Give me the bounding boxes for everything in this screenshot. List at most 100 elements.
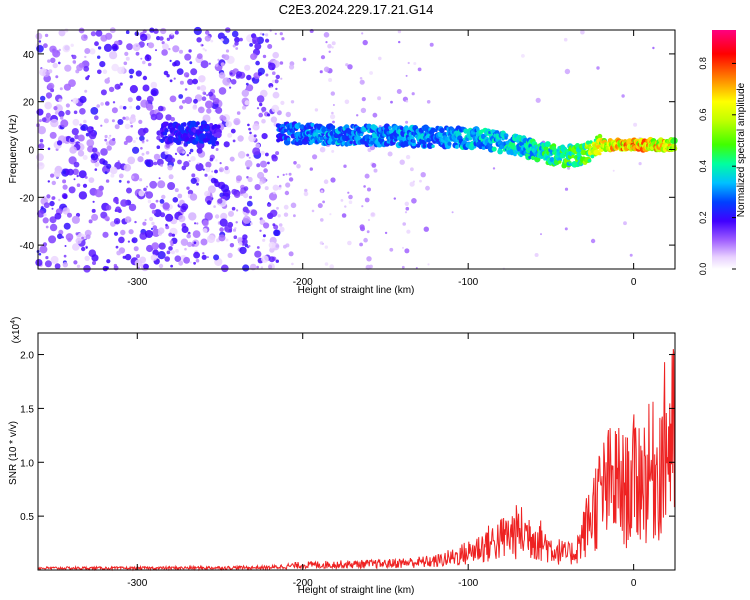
spectrogram-noise-cell	[427, 263, 430, 266]
spectrogram-noise-cell	[328, 78, 333, 82]
spectrogram-noise-cell	[407, 61, 410, 65]
spectrogram-noise-cell	[95, 30, 103, 37]
snr-series-line	[37, 349, 675, 572]
spectrogram-noise-cell	[196, 182, 199, 186]
spectrogram-noise-cell	[366, 256, 372, 262]
spectrogram-noise-cell	[328, 50, 331, 53]
spectrogram-noise-cell	[405, 206, 410, 211]
spectrogram-noise-cell	[267, 202, 270, 204]
spectrogram-noise-cell	[44, 101, 52, 110]
spectrogram-noise-cell	[212, 97, 220, 105]
spectrogram-noise-cell	[139, 135, 145, 142]
spectrogram-noise-cell	[259, 102, 263, 107]
spectrogram-noise-cell	[359, 77, 363, 80]
spectrogram-noise-cell	[564, 187, 569, 191]
spectrogram-noise-cell	[244, 214, 248, 218]
spectrogram-noise-cell	[47, 95, 51, 99]
spectrogram-noise-cell	[78, 62, 84, 68]
spectrogram-noise-cell	[191, 173, 196, 178]
spectrogram-noise-cell	[125, 135, 133, 143]
spectrogram-signal-cell	[468, 136, 473, 141]
spectrogram-noise-cell	[78, 170, 87, 179]
spectrogram-noise-cell	[272, 51, 280, 59]
spectrogram-noise-cell	[277, 214, 281, 218]
spectrogram-noise-cell	[215, 106, 223, 114]
spectrogram-noise-cell	[234, 41, 239, 46]
spectrogram-noise-cell	[540, 233, 542, 236]
spectrogram-noise-cell	[153, 209, 162, 218]
spectrogram-noise-cell	[265, 33, 269, 37]
spectrogram-noise-cell	[187, 231, 191, 235]
spectrogram-noise-cell	[262, 33, 265, 36]
spectrogram-noise-cell	[311, 209, 315, 213]
spectrogram-noise-cell	[204, 212, 213, 221]
spectrogram-x-tick-label: -100	[458, 277, 478, 288]
spectrogram-noise-cell	[208, 62, 211, 65]
spectrogram-noise-cell	[111, 119, 115, 123]
spectrogram-noise-cell	[341, 213, 347, 218]
spectrogram-noise-cell	[129, 75, 133, 79]
spectrogram-noise-cell	[163, 70, 169, 76]
spectrogram-noise-cell	[147, 199, 152, 204]
spectrogram-noise-cell	[131, 175, 135, 179]
spectrogram-noise-cell	[120, 229, 126, 236]
spectrogram-noise-cell	[82, 183, 88, 188]
spectrogram-noise-cell	[111, 63, 119, 72]
spectrogram-noise-cell	[155, 244, 159, 247]
spectrogram-noise-cell	[146, 139, 149, 142]
spectrogram-noise-cell	[413, 62, 417, 65]
spectrogram-noise-cell	[359, 79, 365, 85]
spectrogram-noise-cell	[276, 175, 280, 178]
spectrogram-noise-cell	[169, 95, 177, 103]
spectrogram-noise-cell	[596, 66, 600, 70]
spectrogram-noise-cell	[267, 161, 270, 165]
spectrogram-noise-cell	[409, 181, 415, 187]
spectrogram-noise-cell	[60, 119, 69, 128]
spectrogram-noise-cell	[54, 111, 59, 115]
spectrogram-noise-cell	[225, 120, 232, 128]
spectrogram-signal-cell	[671, 145, 678, 152]
spectrogram-noise-cell	[190, 177, 197, 184]
spectrogram-noise-cell	[90, 31, 96, 37]
spectrogram-noise-cell	[118, 179, 122, 183]
spectrogram-noise-cell	[270, 116, 278, 123]
spectrogram-noise-cell	[252, 123, 260, 131]
spectrogram-noise-cell	[426, 100, 431, 104]
spectrogram-noise-cell	[228, 228, 233, 233]
spectrogram-noise-cell	[169, 79, 173, 83]
spectrogram-noise-cell	[258, 72, 262, 76]
spectrogram-noise-cell	[156, 145, 161, 149]
spectrogram-noise-cell	[324, 245, 328, 249]
spectrogram-noise-cell	[580, 29, 585, 35]
colorbar: 0.0 0.2 0.4 0.6 0.8 Normalized spectral ampl…	[698, 30, 747, 275]
spectrogram-noise-cell	[124, 51, 129, 57]
spectrogram-noise-cell	[179, 49, 183, 54]
spectrogram-noise-cell	[90, 107, 99, 115]
spectrogram-noise-cell	[136, 254, 140, 259]
spectrogram-cells	[35, 26, 678, 273]
spectrogram-noise-cell	[73, 178, 76, 181]
spectrogram-noise-cell	[77, 150, 85, 157]
spectrogram-noise-cell	[425, 185, 430, 191]
spectrogram-noise-cell	[167, 182, 176, 190]
spectrogram-noise-cell	[45, 256, 49, 260]
spectrogram-noise-cell	[145, 151, 150, 155]
spectrogram-noise-cell	[332, 120, 335, 124]
spectrogram-noise-cell	[152, 225, 158, 230]
spectrogram-noise-cell	[290, 100, 295, 104]
spectrogram-noise-cell	[361, 97, 366, 102]
spectrogram-noise-cell	[236, 71, 243, 78]
spectrogram-noise-cell	[43, 213, 47, 217]
spectrogram-noise-cell	[206, 94, 209, 97]
spectrogram-noise-cell	[246, 153, 250, 157]
spectrogram-noise-cell	[162, 43, 169, 51]
spectrogram-noise-cell	[621, 94, 625, 98]
spectrogram-noise-cell	[79, 108, 86, 115]
spectrogram-noise-cell	[270, 86, 273, 89]
spectrogram-noise-cell	[242, 264, 250, 272]
spectrogram-noise-cell	[284, 190, 290, 196]
spectrogram-noise-cell	[81, 124, 89, 131]
spectrogram-noise-cell	[173, 77, 176, 80]
spectrogram-noise-cell	[254, 250, 262, 258]
spectrogram-noise-cell	[168, 232, 173, 237]
